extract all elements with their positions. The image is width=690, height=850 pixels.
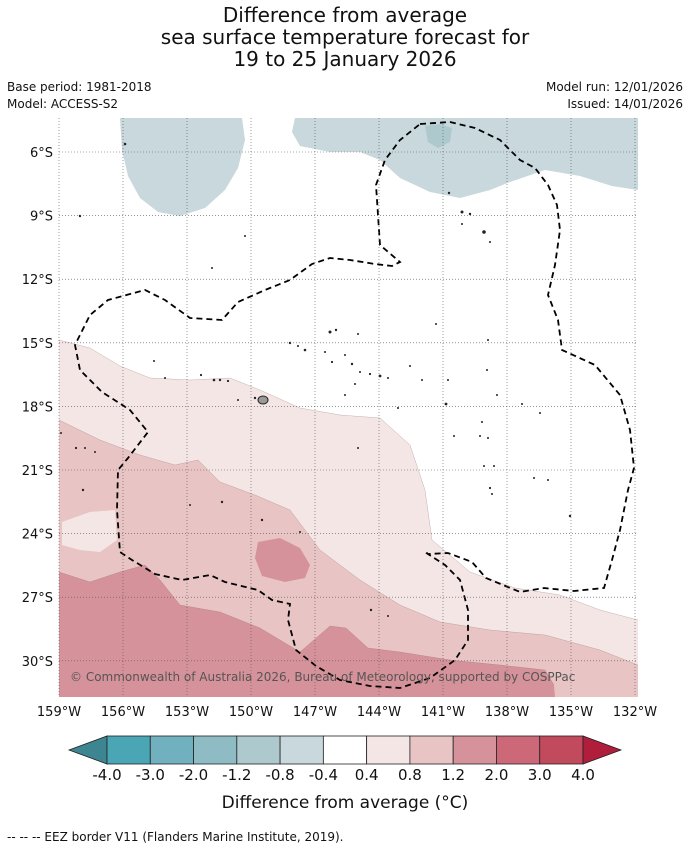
longitude-labels: 159°W 156°W 153°W 150°W 147°W 144°W 141°W 138°W…	[37, 705, 657, 720]
warm-band-0-4-inner	[62, 510, 117, 552]
lon-label: 159°W	[37, 705, 81, 720]
colorbar-tick: 3.0	[527, 766, 552, 784]
colorbar-tick: -1.2	[222, 766, 252, 784]
base-period: Base period: 1981-2018	[7, 80, 152, 94]
meta-left: Base period: 1981-2018 Model: ACCESS-S2	[7, 79, 152, 113]
cool-patch-small	[425, 124, 452, 148]
lat-label: 9°S	[30, 210, 53, 225]
colorbar-lower-extend	[67, 735, 108, 765]
lon-label: 141°W	[421, 705, 465, 720]
title-line-1: Difference from average	[222, 3, 468, 27]
colorbar-tick: 4.0	[571, 766, 595, 784]
colorbar-tick: 1.2	[441, 766, 466, 784]
lat-label: 18°S	[22, 400, 53, 415]
warm-band-1-2-2-0	[59, 565, 555, 697]
colorbar-box	[279, 735, 324, 765]
lon-label: 132°W	[613, 705, 657, 720]
colorbar-tick: -4.0	[92, 766, 122, 784]
lat-label: 30°S	[22, 655, 53, 670]
model-run: Model run: 12/01/2026	[545, 80, 683, 94]
meta-right: Model run: 12/01/2026 Issued: 14/01/2026	[546, 79, 683, 113]
colorbar-upper-extend	[582, 735, 623, 765]
colorbar	[67, 735, 623, 765]
colorbar-box	[366, 735, 411, 765]
lon-label: 135°W	[549, 705, 593, 720]
lon-label: 150°W	[229, 705, 273, 720]
cool-patch-north	[292, 118, 638, 198]
lon-label: 147°W	[293, 705, 337, 720]
gridlines	[58, 118, 638, 697]
cool-patch-west	[120, 118, 245, 216]
colorbar-box	[193, 735, 238, 765]
colorbar-tick: 0.8	[397, 766, 422, 784]
lon-label: 144°W	[357, 705, 401, 720]
colorbar-tick: -0.8	[265, 766, 295, 784]
lat-label: 15°S	[22, 337, 53, 352]
lat-label: 12°S	[22, 273, 53, 288]
colorbar-tick: 2.0	[484, 766, 509, 784]
footnote: -- -- -- EEZ border V11 (Flanders Marine…	[7, 830, 344, 844]
title-line-3: 19 to 25 January 2026	[233, 47, 457, 71]
model-name: Model: ACCESS-S2	[7, 97, 119, 111]
colorbar-tick: -0.4	[308, 766, 338, 784]
colorbar-box	[236, 735, 281, 765]
sst-anomaly-field	[59, 118, 638, 697]
colorbar-box	[496, 735, 541, 765]
colorbar-box	[452, 735, 497, 765]
colorbar-tick: 0.4	[354, 766, 379, 784]
colorbar-tick: -3.0	[135, 766, 165, 784]
contour-lines	[59, 339, 638, 686]
lon-label: 156°W	[101, 705, 145, 720]
lon-label: 138°W	[485, 705, 529, 720]
colorbar-box	[409, 735, 454, 765]
colorbar-tick: -2.0	[178, 766, 209, 784]
warm-spot-1-2-2-0	[255, 538, 310, 582]
colorbar-box	[106, 735, 151, 765]
lat-label: 6°S	[30, 146, 53, 161]
colorbar-box	[539, 735, 584, 765]
colorbar-box	[322, 735, 368, 765]
colorbar-box	[149, 735, 194, 765]
issued-date: Issued: 14/01/2026	[567, 97, 683, 111]
title-line-2: sea surface temperature forecast for	[160, 25, 530, 49]
lat-label: 24°S	[22, 528, 53, 543]
lat-label: 27°S	[22, 591, 53, 606]
lat-label: 21°S	[22, 464, 53, 479]
tahiti-island	[257, 395, 269, 405]
islands	[60, 142, 572, 617]
colorbar-label: Difference from average (°C)	[221, 793, 469, 813]
copyright-notice: © Commonwealth of Australia 2026, Bureau…	[70, 670, 575, 684]
lon-label: 153°W	[165, 705, 209, 720]
eez-border	[74, 121, 635, 689]
latitude-labels: 6°S 9°S 12°S 15°S 18°S 21°S 24°S 27°S 30°S	[22, 146, 53, 670]
